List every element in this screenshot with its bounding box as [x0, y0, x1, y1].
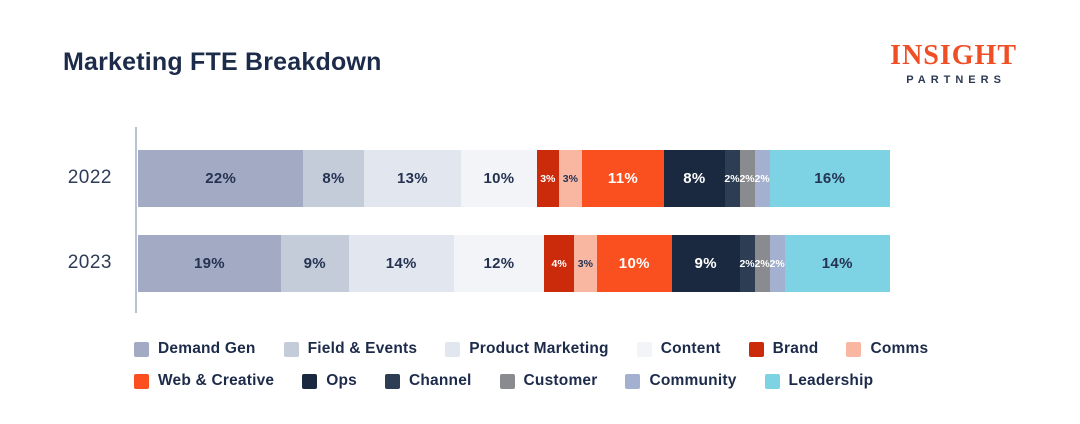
bar-segment-community-2023: 2% [770, 235, 785, 292]
chart-legend: Demand Gen Field & Events Product Marketin… [134, 340, 1034, 390]
legend-swatch-comms [846, 341, 862, 357]
segment-value-label: 22% [205, 170, 237, 187]
segment-value-label: 14% [821, 255, 853, 272]
legend-label-customer: Customer [523, 372, 598, 389]
legend-item-ops: Ops [302, 372, 357, 390]
segment-value-label: 3% [540, 172, 556, 185]
segment-value-label: 8% [683, 170, 706, 187]
bar-segment-leadership-2022: 16% [769, 150, 890, 207]
legend-label-brand: Brand [772, 340, 819, 357]
segment-value-label: 16% [814, 170, 846, 187]
bar-segment-community-2022: 2% [754, 150, 770, 207]
legend-item-web-creative: Web & Creative [134, 372, 274, 390]
segment-value-label: 2% [769, 257, 785, 270]
legend-swatch-channel [384, 373, 400, 389]
bar-segment-product-marketing-2023: 14% [348, 235, 454, 292]
bar-segment-demand-gen-2023: 19% [138, 235, 281, 292]
legend-label-content: Content [660, 340, 721, 357]
segment-value-label: 10% [483, 170, 515, 187]
legend-swatch-content [636, 341, 652, 357]
bar-segment-channel-2022: 2% [724, 150, 740, 207]
bar-segment-field-events-2023: 9% [280, 235, 349, 292]
bar-segment-brand-2023: 4% [544, 235, 575, 292]
bar-segment-comms-2023: 3% [574, 235, 597, 292]
legend-swatch-field-events [283, 341, 299, 357]
bar-segment-content-2022: 10% [461, 150, 537, 207]
legend-swatch-web-creative [134, 373, 149, 389]
legend-item-channel: Channel [384, 372, 472, 390]
segment-value-label: 9% [694, 255, 717, 272]
legend-label-product-marketing: Product Marketing [469, 340, 609, 357]
legend-swatch-product-marketing [445, 341, 461, 357]
segment-value-label: 4% [551, 257, 567, 270]
segment-value-label: 2% [754, 257, 770, 270]
bar-segment-channel-2023: 2% [739, 235, 755, 292]
legend-label-community: Community [649, 372, 737, 389]
legend-swatch-brand [748, 341, 764, 357]
bar-segment-customer-2023: 2% [754, 235, 770, 292]
legend-label-web-creative: Web & Creative [158, 372, 275, 389]
legend-item-demand-gen: Demand Gen [134, 340, 256, 358]
legend-item-product-marketing: Product Marketing [445, 340, 609, 358]
bar-segment-ops-2022: 8% [664, 150, 725, 207]
legend-label-demand-gen: Demand Gen [158, 340, 256, 357]
segment-value-label: 11% [607, 170, 639, 187]
page-title: Marketing FTE Breakdown [63, 48, 382, 76]
segment-value-label: 3% [577, 257, 593, 270]
legend-swatch-customer [499, 373, 515, 389]
segment-value-label: 2% [739, 172, 755, 185]
segment-value-label: 10% [618, 255, 650, 272]
legend-item-community: Community [625, 372, 736, 390]
bar-segment-customer-2022: 2% [739, 150, 755, 207]
segment-value-label: 3% [562, 172, 578, 185]
legend-label-comms: Comms [870, 340, 929, 357]
segment-value-label: 13% [397, 170, 428, 187]
legend-row-2: Web & Creative Ops Channel Customer Communit… [134, 372, 1034, 390]
year-label-2023: 2023 [67, 252, 112, 273]
legend-label-field-events: Field & Events [307, 340, 418, 357]
bar-2022: 22% 8% 13% 10% 3% 3% 11% 8% 2% 2% 2% 16% [138, 150, 890, 207]
bar-segment-product-marketing-2022: 13% [363, 150, 462, 207]
bar-segment-field-events-2022: 8% [303, 150, 364, 207]
bar-segment-web-creative-2022: 11% [581, 150, 665, 207]
y-axis-line [135, 127, 137, 313]
legend-label-ops: Ops [326, 372, 357, 389]
legend-item-leadership: Leadership [764, 372, 874, 390]
legend-swatch-leadership [764, 373, 780, 389]
legend-swatch-community [625, 373, 641, 389]
legend-row-1: Demand Gen Field & Events Product Marketin… [134, 340, 1034, 358]
bar-segment-ops-2023: 9% [671, 235, 740, 292]
legend-label-leadership: Leadership [788, 372, 874, 389]
segment-value-label: 2% [739, 257, 755, 270]
segment-value-label: 8% [322, 170, 345, 187]
bar-segment-comms-2022: 3% [559, 150, 582, 207]
bar-segment-content-2023: 12% [453, 235, 545, 292]
segment-value-label: 14% [385, 255, 417, 272]
bar-segment-brand-2022: 3% [536, 150, 560, 207]
legend-item-customer: Customer [499, 372, 598, 390]
segment-value-label: 2% [724, 172, 740, 185]
legend-swatch-ops [302, 373, 318, 389]
legend-item-content: Content [636, 340, 721, 358]
logo-secondary-text: PARTNERS [906, 74, 1006, 86]
legend-item-field-events: Field & Events [283, 340, 418, 358]
legend-label-channel: Channel [408, 372, 472, 389]
insight-partners-logo: INSIGHT PARTNERS [890, 40, 1017, 87]
bar-segment-leadership-2023: 14% [784, 235, 890, 292]
legend-swatch-demand-gen [134, 341, 149, 357]
bar-2023: 19% 9% 14% 12% 4% 3% 10% 9% 2% 2% 2% 14% [138, 235, 890, 292]
year-label-2022: 2022 [67, 167, 112, 188]
segment-value-label: 2% [754, 172, 770, 185]
legend-item-comms: Comms [846, 340, 928, 358]
bar-segment-web-creative-2023: 10% [596, 235, 672, 292]
segment-value-label: 12% [483, 255, 515, 272]
segment-value-label: 19% [193, 255, 225, 272]
segment-value-label: 9% [303, 255, 326, 272]
legend-item-brand: Brand [748, 340, 819, 358]
logo-primary-text: INSIGHT [890, 40, 1017, 71]
bar-segment-demand-gen-2022: 22% [138, 150, 304, 207]
